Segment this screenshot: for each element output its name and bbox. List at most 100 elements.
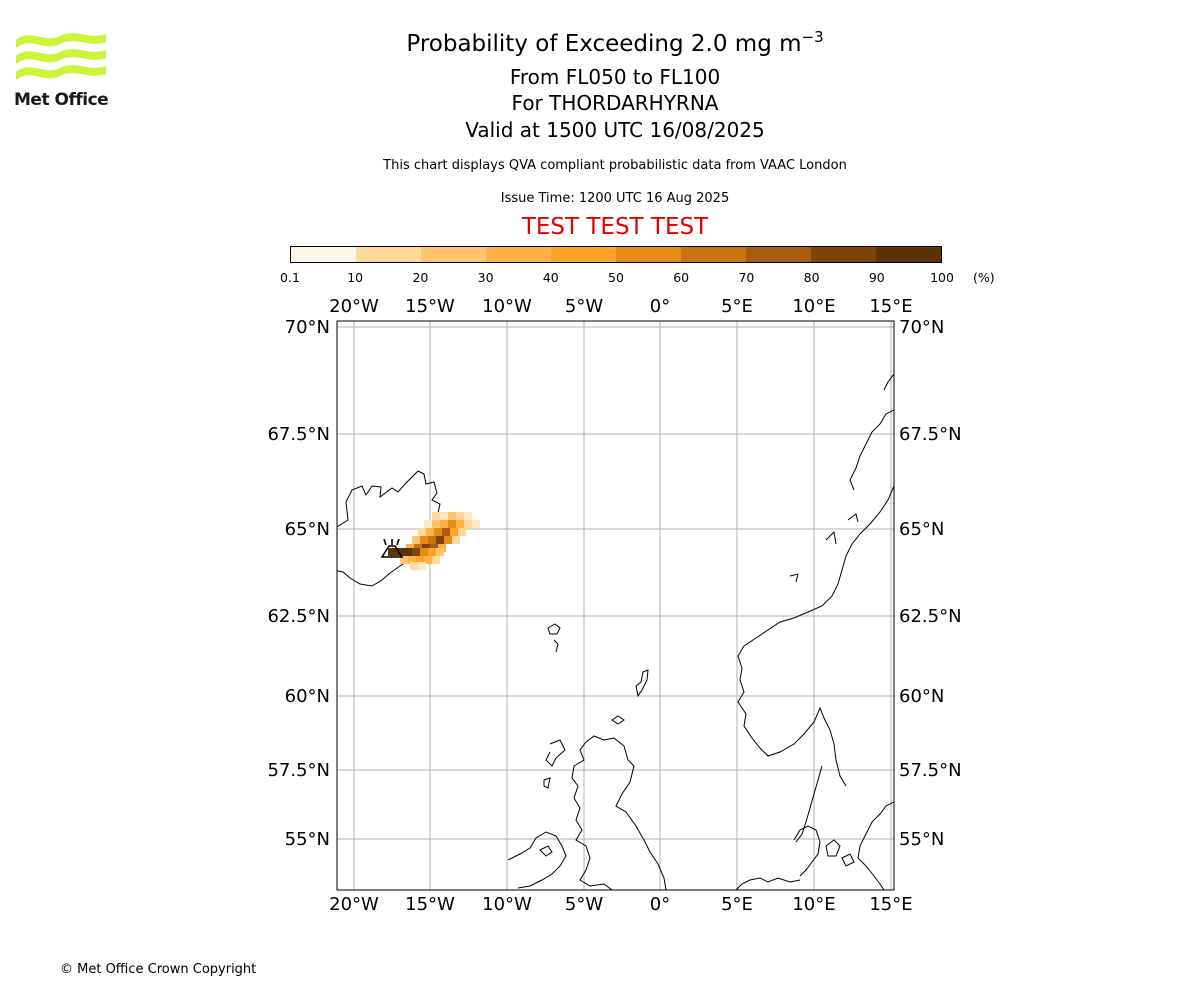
ash-cell xyxy=(458,528,466,536)
colorbar-segment xyxy=(356,247,421,262)
ash-cell xyxy=(418,562,426,570)
ash-cell xyxy=(464,520,472,528)
coastline-shetland xyxy=(635,669,649,698)
ash-cell xyxy=(452,536,460,544)
volcano-icon xyxy=(380,538,404,558)
lon-label: 20°W xyxy=(329,296,379,317)
ash-cell xyxy=(412,536,420,544)
coastline-iceland xyxy=(337,470,450,587)
logo-text: Met Office xyxy=(14,90,109,110)
ash-cell xyxy=(400,556,408,564)
lon-label: 10°E xyxy=(792,296,835,317)
colorbar xyxy=(290,246,942,263)
coastline-ireland xyxy=(507,831,567,889)
colorbar-segment xyxy=(746,247,811,262)
coastline-denmark xyxy=(793,825,821,877)
ash-cell xyxy=(464,512,472,520)
map-frame xyxy=(336,320,895,891)
ash-cell xyxy=(448,512,456,520)
ash-cell xyxy=(424,520,432,528)
lon-label: 0° xyxy=(650,296,670,317)
chart-subtitle: This chart displays QVA compliant probab… xyxy=(383,158,847,173)
ash-cell xyxy=(442,528,450,536)
lon-label: 5°W xyxy=(565,894,603,915)
ash-cell xyxy=(456,520,464,528)
ash-cell xyxy=(424,556,432,564)
ash-cell xyxy=(440,512,448,520)
ash-cell xyxy=(412,548,420,556)
lat-label: 57.5°N xyxy=(899,760,962,781)
colorbar-segment xyxy=(551,247,616,262)
colorbar-segment xyxy=(811,247,876,262)
colorbar-tick-label: 60 xyxy=(673,270,690,285)
lon-label: 15°W xyxy=(405,894,455,915)
lon-label: 20°W xyxy=(329,894,379,915)
coastline-great-britain xyxy=(585,735,667,890)
ash-cell xyxy=(456,512,464,520)
lat-label: 55°N xyxy=(899,829,944,850)
ash-cell xyxy=(432,512,440,520)
coastline-norway xyxy=(737,485,894,787)
ash-cell xyxy=(472,520,480,528)
lat-label: 57.5°N xyxy=(267,760,330,781)
ash-cell xyxy=(420,548,428,556)
ash-cell xyxy=(420,536,428,544)
lon-label: 5°E xyxy=(721,296,753,317)
colorbar-tick-label: 70 xyxy=(738,270,755,285)
lat-label: 65°N xyxy=(899,519,944,540)
ash-cell xyxy=(432,520,440,528)
colorbar-tick-label: 80 xyxy=(803,270,820,285)
lat-label: 55°N xyxy=(285,829,330,850)
ash-cell xyxy=(436,548,444,556)
chart-title: Probability of Exceeding 2.0 mg m−3 xyxy=(0,28,1200,57)
colorbar-segment xyxy=(486,247,551,262)
colorbar-segment xyxy=(616,247,681,262)
test-banner: TEST TEST TEST xyxy=(521,214,709,240)
lon-label: 10°W xyxy=(482,296,532,317)
ash-cell xyxy=(408,556,416,564)
colorbar-tick-label: 50 xyxy=(608,270,624,285)
lat-label: 70°N xyxy=(285,317,330,338)
lon-label: 5°W xyxy=(565,296,603,317)
ash-cell xyxy=(436,536,444,544)
met-office-waves-icon xyxy=(16,33,106,80)
ash-cell xyxy=(396,548,404,556)
ash-cell xyxy=(444,536,452,544)
flight-level-range: From FL050 to FL100 xyxy=(509,65,721,89)
lon-label: 10°E xyxy=(792,894,835,915)
ash-cell xyxy=(428,548,436,556)
lat-labels-right: 70°N 67.5°N 65°N 62.5°N 60°N 57.5°N 55°N xyxy=(899,317,962,850)
lon-label: 15°E xyxy=(869,296,912,317)
ash-probability-cells xyxy=(388,512,480,570)
lon-label: 0° xyxy=(650,894,670,915)
lon-label: 5°E xyxy=(721,894,753,915)
lat-label: 67.5°N xyxy=(267,424,330,445)
lat-label: 62.5°N xyxy=(899,606,962,627)
lon-labels-top: 20°W 15°W 10°W 5°W 0° 5°E 10°E 15°E xyxy=(329,296,912,317)
colorbar-tick-label: 100 xyxy=(930,270,954,285)
title-prefix: Probability of Exceeding 2.0 mg m xyxy=(406,31,802,57)
ash-cell xyxy=(404,548,412,556)
lat-label: 67.5°N xyxy=(899,424,962,445)
coastline-continent xyxy=(735,877,801,890)
ash-cell xyxy=(428,536,436,544)
met-office-logo: Met Office xyxy=(14,30,109,112)
lat-label: 60°N xyxy=(285,686,330,707)
map-gridlines xyxy=(337,321,894,890)
ash-cell xyxy=(440,520,448,528)
colorbar-tick-label: 10 xyxy=(347,270,364,285)
ash-cell xyxy=(388,548,396,556)
ash-cell xyxy=(410,562,418,570)
colorbar-tick-label: 40 xyxy=(542,270,559,285)
ash-cell xyxy=(416,556,424,564)
lat-label: 62.5°N xyxy=(267,606,330,627)
lat-label: 70°N xyxy=(899,317,944,338)
colorbar-tick-label: 30 xyxy=(477,270,494,285)
colorbar-tick-label: 90 xyxy=(868,270,885,285)
lat-label: 60°N xyxy=(899,686,944,707)
lon-label: 15°W xyxy=(405,296,455,317)
ash-cell xyxy=(432,556,440,564)
ash-cell xyxy=(418,528,426,536)
lat-label: 65°N xyxy=(285,519,330,540)
